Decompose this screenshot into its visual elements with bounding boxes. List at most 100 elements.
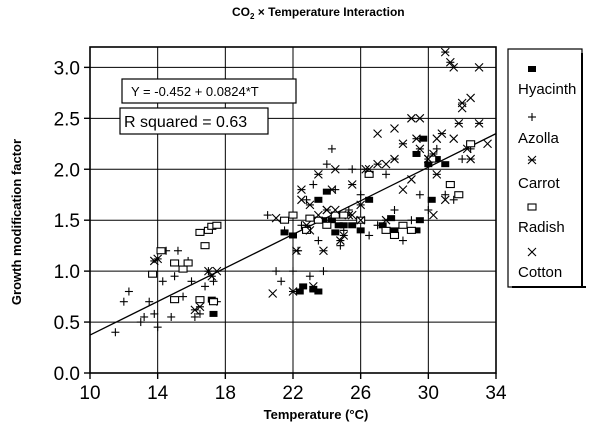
point-azolla xyxy=(263,211,272,220)
point-carrot xyxy=(297,185,306,195)
point-azolla xyxy=(190,312,199,321)
equation-label: Y = -0.452 + 0.0824*T xyxy=(131,84,259,99)
point-radish xyxy=(322,221,332,229)
point-azolla xyxy=(382,170,391,179)
legend-label-carrot: Carrot xyxy=(518,175,561,192)
point-azolla xyxy=(319,267,328,276)
x-tick-label: 34 xyxy=(485,383,507,404)
point-azolla xyxy=(373,221,382,230)
point-carrot xyxy=(432,169,442,179)
point-azolla xyxy=(327,144,336,153)
point-cotton xyxy=(347,210,357,220)
x-tick-label: 30 xyxy=(418,383,439,404)
point-hyacinth xyxy=(387,215,396,222)
point-hyacinth xyxy=(334,222,343,229)
point-carrot xyxy=(308,282,318,291)
y-tick-label: 0.5 xyxy=(54,313,80,334)
y-tick-label: 3.0 xyxy=(54,58,80,79)
point-hyacinth xyxy=(390,227,399,234)
point-carrot xyxy=(390,154,399,164)
y-tick-label: 1.0 xyxy=(54,262,80,283)
point-azolla xyxy=(167,312,176,321)
point-azolla xyxy=(145,297,154,306)
point-cotton xyxy=(313,210,323,220)
point-radish xyxy=(381,226,391,234)
point-hyacinth xyxy=(331,229,340,236)
point-radish xyxy=(156,247,166,255)
point-azolla xyxy=(201,282,210,291)
point-hyacinth xyxy=(441,161,450,168)
point-radish xyxy=(389,231,400,240)
point-azolla xyxy=(336,241,345,250)
legend-label-radish: Radish xyxy=(518,219,565,236)
point-carrot xyxy=(347,180,357,189)
point-hyacinth xyxy=(309,286,318,293)
point-azolla xyxy=(322,160,331,169)
r-squared-box-frame xyxy=(119,107,269,135)
r-squared-box: R squared = 0.63 xyxy=(119,107,269,135)
point-carrot xyxy=(204,266,213,276)
point-cotton xyxy=(364,164,374,174)
point-cotton xyxy=(268,289,278,298)
point-hyacinth xyxy=(295,288,304,295)
point-azolla xyxy=(136,318,145,327)
point-azolla xyxy=(458,155,467,164)
point-radish xyxy=(148,270,158,278)
point-radish xyxy=(339,211,349,219)
point-carrot xyxy=(288,287,298,296)
data-points xyxy=(111,47,492,337)
point-radish xyxy=(195,296,205,304)
point-radish xyxy=(305,214,315,222)
x-tick-label: 14 xyxy=(147,383,169,404)
point-cotton xyxy=(432,134,442,144)
point-carrot xyxy=(313,169,323,179)
point-radish xyxy=(195,228,205,236)
point-cotton xyxy=(423,154,433,164)
x-tick-label: 18 xyxy=(215,383,236,404)
point-carrot xyxy=(412,134,421,144)
point-radish xyxy=(445,180,455,189)
point-carrot xyxy=(474,119,484,128)
point-radish xyxy=(183,259,193,267)
point-cotton xyxy=(429,210,438,220)
point-carrot xyxy=(153,254,163,264)
y-tick-label: 1.5 xyxy=(54,211,80,232)
point-hyacinth xyxy=(419,135,428,142)
point-azolla xyxy=(365,231,374,240)
point-hyacinth xyxy=(209,310,218,317)
point-azolla xyxy=(179,292,188,301)
point-azolla xyxy=(415,190,424,199)
equation-box-frame xyxy=(121,78,297,104)
point-azolla xyxy=(111,328,120,337)
point-cotton xyxy=(440,195,450,205)
point-hyacinth xyxy=(289,232,297,239)
point-radish xyxy=(279,216,290,224)
point-hyacinth xyxy=(412,227,421,234)
point-cotton xyxy=(390,124,399,133)
point-azolla xyxy=(280,226,289,235)
point-radish xyxy=(212,221,222,229)
point-cotton xyxy=(483,139,492,149)
point-carrot xyxy=(415,144,425,154)
point-hyacinth xyxy=(348,222,357,229)
point-azolla xyxy=(390,206,399,214)
point-azolla xyxy=(407,216,416,225)
legend-label-cotton: Cotton xyxy=(518,264,562,281)
point-azolla xyxy=(302,195,311,204)
point-cotton xyxy=(415,113,425,123)
legend-label-azolla: Azolla xyxy=(518,130,560,147)
point-cotton xyxy=(297,195,306,205)
point-azolla xyxy=(305,272,314,281)
point-radish xyxy=(178,265,188,273)
point-cotton xyxy=(271,213,281,223)
point-cotton xyxy=(322,205,332,215)
point-hyacinth xyxy=(299,283,308,290)
y-tick-label: 0.0 xyxy=(54,364,80,385)
y-axis-label: Growth modification factor xyxy=(9,139,24,305)
point-azolla xyxy=(424,206,433,214)
point-hyacinth xyxy=(319,217,328,224)
point-hyacinth xyxy=(356,227,365,234)
legend-label-hyacinth: Hyacinth xyxy=(518,81,576,98)
point-azolla xyxy=(195,309,204,318)
point-carrot xyxy=(398,139,408,149)
